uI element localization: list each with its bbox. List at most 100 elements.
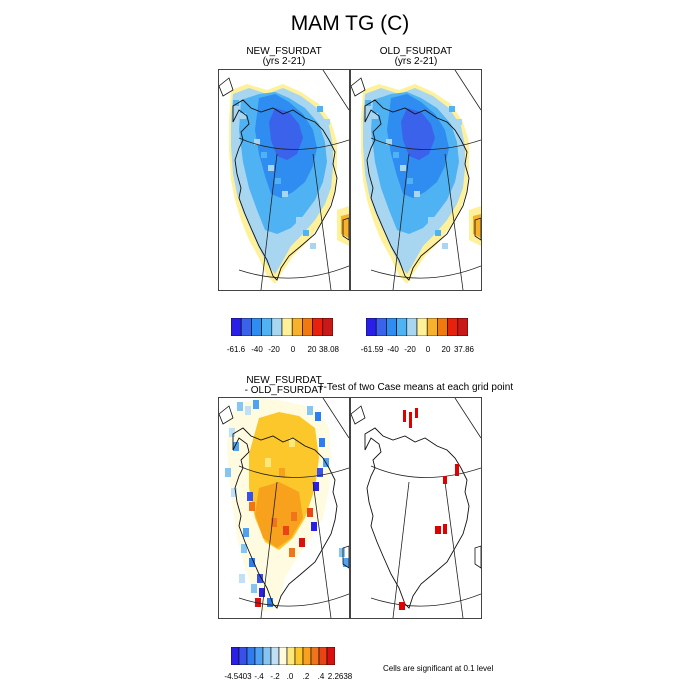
colorbar-box: [447, 317, 459, 337]
coastline-iceland: [342, 545, 349, 569]
colorbar-box: [246, 646, 256, 666]
panel-old-subtitle: (yrs 2-21): [394, 56, 438, 67]
significant-cell: [409, 412, 412, 428]
coastline: [364, 427, 470, 609]
colorbar-diff-label: -.2: [270, 672, 280, 681]
colorbar-new-label: -40: [251, 345, 263, 354]
colorbar-box: [254, 646, 264, 666]
grid-cell: [247, 492, 253, 501]
grid-cell: [259, 588, 265, 597]
grid-cell: [229, 428, 235, 437]
longitude-line: [454, 398, 481, 439]
map-panel-diff: [218, 397, 350, 619]
temperature-region: [269, 108, 303, 160]
panel-new-title-text: NEW_FSURDAT: [246, 46, 322, 57]
colorbar-new-label: 20: [307, 345, 317, 354]
grid-cell: [379, 126, 385, 132]
colorbar-new-labels: -61.6 -40 -20 0 20 38.08: [225, 345, 345, 355]
colorbar-box: [416, 317, 428, 337]
map-old: [351, 70, 481, 290]
panel-diff-subtitle: - OLD_FSURDAT: [244, 385, 324, 396]
grid-cell: [456, 119, 462, 125]
grid-cell: [225, 468, 231, 477]
grid-cell: [279, 468, 285, 477]
longitude-line: [392, 153, 410, 290]
latitude-line: [238, 137, 349, 150]
colorbar-box: [396, 317, 408, 337]
significant-cell: [399, 602, 405, 610]
grid-cell: [289, 548, 295, 557]
colorbar-box: [230, 646, 240, 666]
longitude-line: [260, 481, 278, 618]
panel-new-title: NEW_FSURDAT (yrs 2-21): [218, 47, 350, 67]
colorbar-diff-label: 2.2638: [327, 672, 353, 681]
longitude-line: [392, 481, 410, 618]
colorbar-box: [271, 317, 283, 337]
latitude-line: [238, 265, 349, 279]
grid-cell: [414, 191, 420, 197]
grid-cell: [310, 243, 316, 249]
colorbar-box: [326, 646, 336, 666]
colorbar-box: [286, 646, 296, 666]
grid-cell: [267, 598, 273, 607]
grid-cell: [313, 482, 319, 491]
panel-ttest-title: T-Test of two Case means at each grid po…: [318, 382, 514, 393]
grid-cell: [421, 204, 427, 210]
coastline-island: [351, 77, 366, 97]
latitude-line: [238, 465, 349, 478]
colorbar-box: [294, 646, 304, 666]
grid-cell: [372, 113, 378, 119]
map-graticule: [370, 70, 481, 290]
colorbar-old-boxes: [365, 317, 469, 337]
colorbar-box: [302, 317, 313, 337]
colorbar-old-label: 20: [441, 345, 451, 354]
temperature-region: [401, 108, 435, 160]
colorbar-old-labels: -61.59 -40 -20 0 20 37.86: [358, 345, 478, 355]
latitude-line: [370, 265, 481, 279]
coastline-iceland: [474, 545, 481, 569]
grid-cell: [255, 598, 261, 607]
coastline-iceland: [474, 217, 481, 241]
grid-cell: [365, 100, 371, 106]
map-graticule: [370, 398, 481, 618]
colorbar-diff-label: -.4: [254, 672, 264, 681]
coastline-island: [351, 405, 366, 425]
latitude-line: [370, 593, 481, 607]
colorbar-box: [318, 646, 328, 666]
colorbar-box: [310, 646, 320, 666]
coastline-island: [219, 405, 234, 425]
panel-new-subtitle: (yrs 2-21): [262, 56, 306, 67]
colorbar-box: [270, 646, 280, 666]
map-panel-old: [350, 69, 482, 291]
colorbar-new-label: 0: [290, 345, 296, 354]
colorbar-old-label: -40: [387, 345, 399, 354]
grid-cell: [283, 526, 289, 535]
grid-cell: [319, 438, 325, 447]
colorbar-old: [365, 317, 469, 342]
grid-cell: [303, 230, 309, 236]
map-new: [219, 70, 349, 290]
grid-cell: [386, 139, 392, 145]
grid-cell: [407, 178, 413, 184]
significant-cell: [443, 524, 447, 534]
grid-cell: [307, 406, 313, 415]
colorbar-box: [278, 646, 288, 666]
latitude-line: [238, 593, 349, 607]
colorbar-new-label: -20: [268, 345, 280, 354]
colorbar-diff-labels: -4.5403 -.4 -.2 .0 .2 .4 2.2638: [220, 672, 353, 682]
longitude-line: [322, 398, 349, 439]
colorbar-box: [261, 317, 273, 337]
map-diff: [219, 398, 349, 618]
grid-cell: [311, 522, 317, 531]
longitude-line: [322, 70, 349, 111]
significant-cell: [443, 476, 447, 484]
colorbar-diff-label: .4: [317, 672, 325, 681]
colorbar-box: [375, 317, 387, 337]
colorbar-box: [262, 646, 272, 666]
grid-cell: [296, 217, 302, 223]
colorbar-old-label: -61.59: [360, 345, 384, 354]
panel-diff-title: NEW_FSURDAT - OLD_FSURDAT: [218, 376, 350, 396]
colorbar-box: [291, 317, 303, 337]
colorbar-box: [426, 317, 438, 337]
grid-cell: [245, 406, 251, 415]
